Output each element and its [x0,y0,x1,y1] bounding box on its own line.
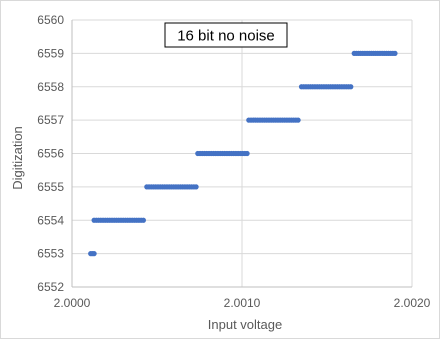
title-frame [164,22,288,48]
axes [71,20,412,288]
y-tick-label: 6555 [37,180,64,194]
x-tick-label: 2.0020 [394,296,431,310]
data-point [140,217,146,223]
data-point [244,150,250,157]
tick-labels: 6552 6553 6554 6555 6556 6557 6558 6559 6560 2.00… [37,13,430,310]
data-point [193,184,199,190]
y-axis-title: Digitization [10,126,25,190]
x-tick-label: 2.0010 [224,296,261,310]
data-point [348,84,354,90]
data-points [88,50,398,257]
chart-title-box: 16 bit no noise [164,22,288,48]
y-tick-label: 6559 [37,46,64,60]
y-tick-label: 6552 [37,280,64,294]
x-axis-title: Input voltage [208,317,282,332]
y-tick-label: 6560 [37,13,64,27]
y-tick-label: 6553 [37,247,64,261]
y-tick-label: 6554 [37,213,64,227]
x-tick-label: 2.0000 [54,296,91,310]
y-tick-label: 6557 [37,113,64,127]
y-tick-label: 6558 [37,80,64,94]
y-tick-label: 6556 [37,147,64,161]
data-point [392,50,398,56]
data-point [295,117,301,123]
chart-title: 16 bit no noise [177,28,275,45]
data-point [91,251,97,257]
